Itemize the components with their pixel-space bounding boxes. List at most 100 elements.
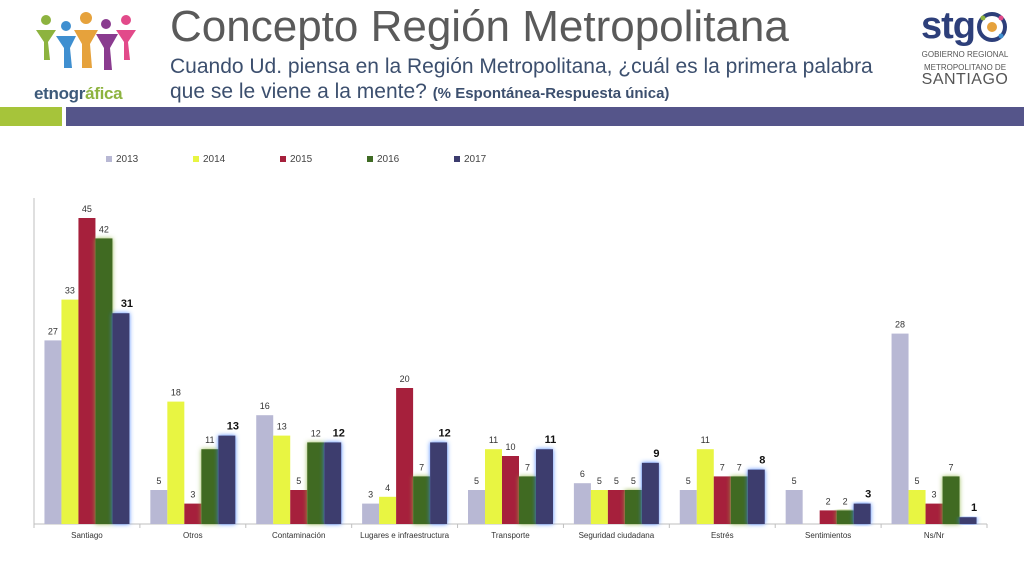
bar-2017 xyxy=(641,462,659,524)
data-label-2015: 10 xyxy=(505,442,515,452)
legend-label: 2014 xyxy=(203,154,226,165)
bar-2016 xyxy=(624,490,642,524)
data-label-2013: 5 xyxy=(474,476,479,486)
bar-2016 xyxy=(730,476,748,524)
data-label-2015: 45 xyxy=(82,204,92,214)
data-label-2015: 3 xyxy=(932,490,937,500)
data-label-2016: 5 xyxy=(631,476,636,486)
data-label-2013: 3 xyxy=(368,490,373,500)
stgo-mark-text: stg xyxy=(921,5,976,47)
people-logo-icon xyxy=(36,12,136,70)
data-label-2013: 5 xyxy=(156,476,161,486)
bar-2015 xyxy=(502,456,519,524)
data-label-2014: 5 xyxy=(915,476,920,486)
data-label-2016: 7 xyxy=(737,462,742,472)
data-label-2015: 2 xyxy=(826,496,831,506)
bar-2013 xyxy=(256,415,274,524)
bar-2016 xyxy=(95,238,113,524)
bar-2014 xyxy=(379,496,397,524)
x-tick-label: Estrés xyxy=(711,531,734,540)
bar-2016 xyxy=(519,476,536,524)
bar-2017 xyxy=(536,449,553,524)
bar-2016 xyxy=(307,442,325,524)
bar-2016 xyxy=(413,476,431,524)
page-title: Concepto Región Metropolitana xyxy=(170,2,789,51)
legend-swatch xyxy=(454,156,460,163)
data-label-2014: 13 xyxy=(277,422,287,432)
bar-2014 xyxy=(908,490,926,524)
data-label-2014: 4 xyxy=(385,483,390,493)
bar-2017 xyxy=(853,503,871,524)
data-label-2017: 11 xyxy=(545,434,557,446)
legend-item-2013: 2013 xyxy=(106,154,138,165)
stgo-line-1: GOBIERNO REGIONAL xyxy=(921,50,1009,59)
bar-2013 xyxy=(891,333,909,524)
data-label-2014: 33 xyxy=(65,286,75,296)
x-tick-label: Santiago xyxy=(71,531,103,540)
legend-label: 2016 xyxy=(377,154,400,165)
data-label-2015: 3 xyxy=(190,490,195,500)
data-label-2013: 16 xyxy=(260,401,270,411)
legend-item-2014: 2014 xyxy=(193,154,225,165)
bar-2017 xyxy=(747,469,765,524)
data-label-2014: 11 xyxy=(701,435,710,445)
bar-2015 xyxy=(396,388,414,524)
etnografica-wordmark: etnográfica xyxy=(34,84,123,104)
legend-item-2017: 2017 xyxy=(454,154,486,165)
bar-2015 xyxy=(607,490,625,524)
page-subtitle: Cuando Ud. piensa en la Región Metropoli… xyxy=(170,54,890,106)
legend-label: 2015 xyxy=(290,154,313,165)
bar-2016 xyxy=(201,449,219,524)
bar-2013 xyxy=(150,490,168,524)
bar-2013 xyxy=(362,503,380,524)
data-label-2014: 11 xyxy=(489,435,498,445)
stgo-mark: stg xyxy=(910,6,1020,46)
data-label-2017: 8 xyxy=(759,455,765,467)
subtitle-question: Cuando Ud. piensa en la Región Metropoli… xyxy=(170,55,873,103)
x-tick-label: Transporte xyxy=(491,531,530,540)
etnografica-logo: etnográfica xyxy=(32,8,142,103)
bar-2015 xyxy=(78,218,96,524)
data-label-2013: 27 xyxy=(48,326,58,336)
data-label-2015: 5 xyxy=(296,476,301,486)
data-label-2013: 28 xyxy=(895,320,905,330)
bar-2017 xyxy=(959,517,977,524)
bar-2017 xyxy=(218,435,236,524)
bar-2014 xyxy=(167,401,185,524)
data-label-2016: 42 xyxy=(99,224,109,234)
bar-2015 xyxy=(290,490,308,524)
data-label-2016: 12 xyxy=(311,428,321,438)
data-label-2013: 5 xyxy=(686,476,691,486)
bar-2015 xyxy=(713,476,731,524)
data-label-2016: 7 xyxy=(525,462,530,472)
bar-2014 xyxy=(273,435,291,524)
bar-2015 xyxy=(925,503,943,524)
legend-swatch xyxy=(193,156,199,163)
globe-icon xyxy=(977,12,1007,42)
legend-label: 2013 xyxy=(116,154,139,165)
x-tick-label: Sentimientos xyxy=(805,531,851,540)
stgo-line-2: METROPOLITANO DE xyxy=(923,63,1007,72)
bar-2013 xyxy=(573,483,591,524)
data-label-2017: 3 xyxy=(865,489,871,501)
data-label-2016: 2 xyxy=(843,496,848,506)
bar-2014 xyxy=(485,449,502,524)
bar-2015 xyxy=(184,503,202,524)
data-label-2017: 12 xyxy=(333,427,345,439)
x-tick-label: Contaminación xyxy=(272,531,325,540)
bar-2013 xyxy=(468,490,485,524)
data-label-2016: 7 xyxy=(949,462,954,472)
bar-2013 xyxy=(785,490,803,524)
bar-2016 xyxy=(942,476,960,524)
bar-2014 xyxy=(696,449,714,524)
bar-2017 xyxy=(430,442,448,524)
subtitle-note: (% Espontánea-Respuesta única) xyxy=(432,85,670,102)
x-tick-label: Ns/Nr xyxy=(924,531,945,540)
data-label-2017: 31 xyxy=(121,298,133,310)
legend-swatch xyxy=(106,156,112,163)
data-label-2017: 1 xyxy=(971,502,977,514)
legend-item-2015: 2015 xyxy=(280,154,312,165)
data-label-2014: 18 xyxy=(171,388,181,398)
data-label-2017: 12 xyxy=(438,427,450,439)
bar-2013 xyxy=(44,340,62,524)
